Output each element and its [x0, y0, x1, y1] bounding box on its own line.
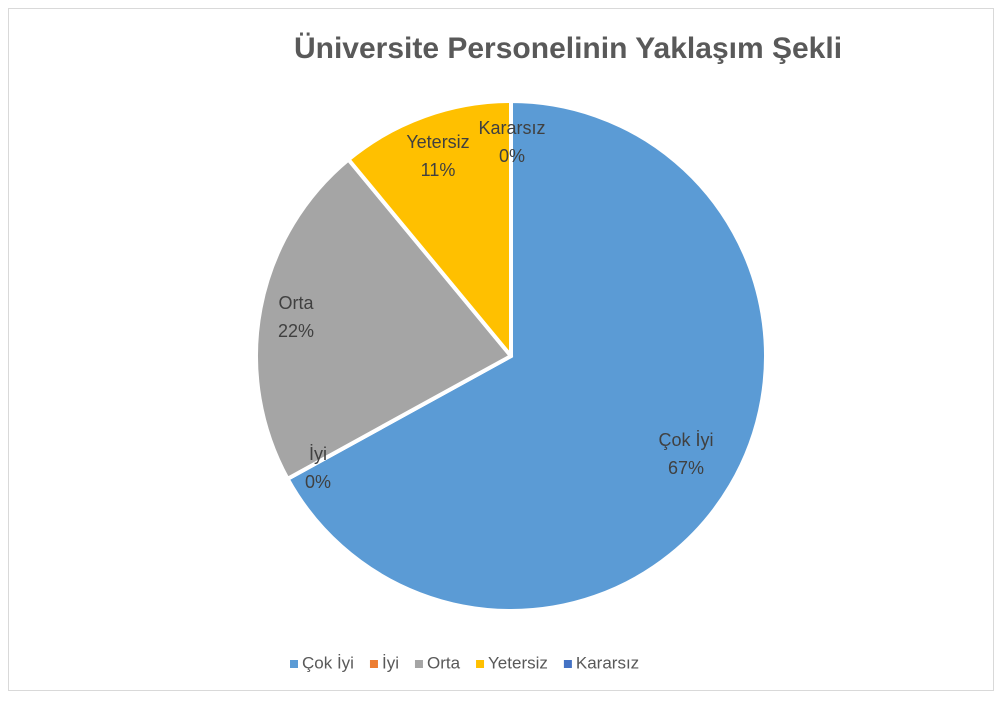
data-label-category: Çok İyi	[658, 430, 713, 450]
legend-swatch	[369, 660, 378, 668]
legend-swatch	[476, 660, 485, 668]
pie-slice	[285, 99, 768, 613]
data-label-value: 0%	[305, 472, 331, 492]
legend-label: Çok İyi	[302, 653, 354, 672]
data-label-value: 22%	[278, 321, 314, 341]
legend-swatch	[290, 660, 298, 668]
legend-label: Kararsız	[576, 653, 639, 672]
data-label-category: İyi	[309, 444, 327, 464]
legend-swatch	[563, 660, 572, 668]
data-label-category: Kararsız	[478, 118, 545, 138]
pie-slice	[346, 99, 513, 358]
legend-label: Yetersiz	[488, 653, 548, 672]
legend: Çok İyi İyi Orta Yetersiz Kararsız	[290, 653, 639, 672]
data-label-value: 11%	[421, 160, 456, 180]
legend-label: Orta	[427, 653, 461, 672]
data-label-category: Orta	[278, 293, 314, 313]
data-label-value: 0%	[499, 146, 525, 166]
legend-label: İyi	[382, 653, 399, 672]
pie-slice	[254, 157, 513, 481]
data-label-category: Yetersiz	[406, 132, 469, 152]
chart-title: Üniversite Personelinin Yaklaşım Şekli	[294, 32, 842, 65]
data-label-value: 67%	[668, 458, 704, 478]
legend-swatch	[414, 660, 423, 668]
